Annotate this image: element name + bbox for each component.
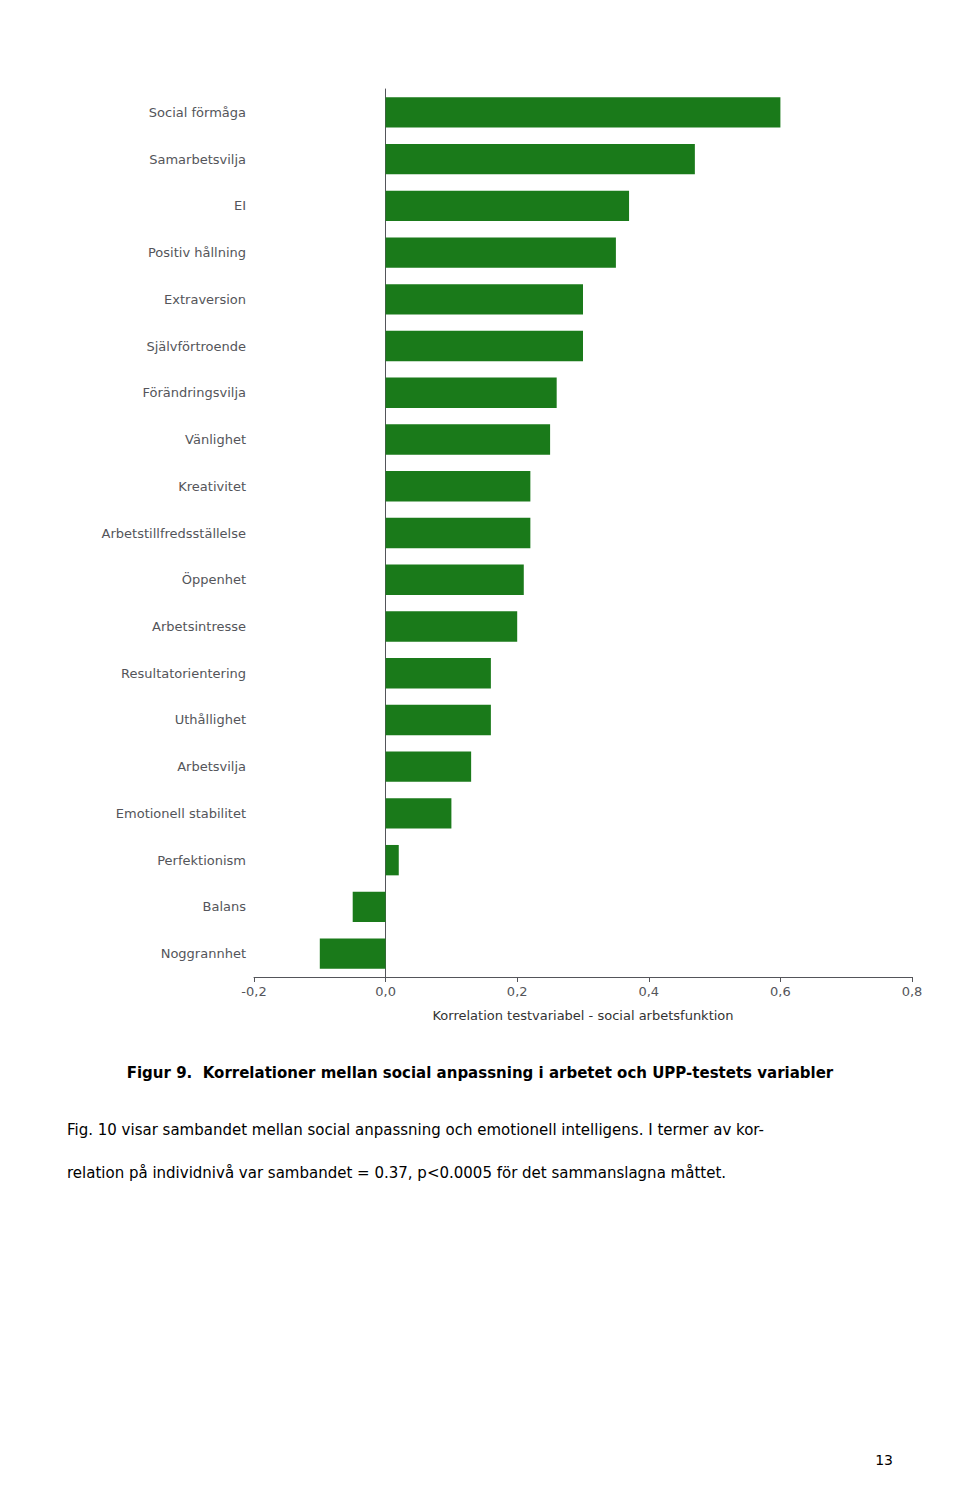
svg-text:Korrelation testvariabel - soc: Korrelation testvariabel - social arbets… <box>432 1008 733 1023</box>
svg-text:Kreativitet: Kreativitet <box>178 479 246 494</box>
svg-text:Fig. 10 visar sambandet mellan: Fig. 10 visar sambandet mellan social an… <box>67 1121 764 1139</box>
svg-text:0,6: 0,6 <box>770 984 791 999</box>
svg-text:Positiv hållning: Positiv hållning <box>148 245 246 260</box>
svg-text:0,0: 0,0 <box>375 984 396 999</box>
svg-text:Extraversion: Extraversion <box>164 292 246 307</box>
svg-text:Samarbetsvilja: Samarbetsvilja <box>149 152 246 167</box>
svg-text:Balans: Balans <box>203 899 247 914</box>
svg-text:-0,2: -0,2 <box>241 984 266 999</box>
svg-text:Social förmåga: Social förmåga <box>149 105 246 120</box>
svg-text:Figur 9. Korrelationer mellan: Figur 9. Korrelationer mellan social anp… <box>127 1064 834 1082</box>
svg-text:Uthållighet: Uthållighet <box>175 712 246 727</box>
svg-text:Förändringsvilja: Förändringsvilja <box>143 385 247 400</box>
svg-text:Arbetsvilja: Arbetsvilja <box>177 759 246 774</box>
svg-text:Arbetsintresse: Arbetsintresse <box>152 619 246 634</box>
svg-text:Resultatorientering: Resultatorientering <box>121 666 246 681</box>
svg-text:Perfektionism: Perfektionism <box>157 853 246 868</box>
svg-text:0,2: 0,2 <box>507 984 528 999</box>
svg-text:EI: EI <box>234 198 246 213</box>
svg-text:Självförtroende: Självförtroende <box>146 339 246 354</box>
svg-text:Arbetstillfredsställelse: Arbetstillfredsställelse <box>102 526 246 541</box>
svg-text:relation på individnivå var sa: relation på individnivå var sambandet = … <box>67 1164 726 1182</box>
svg-text:13: 13 <box>875 1452 893 1468</box>
svg-text:Emotionell stabilitet: Emotionell stabilitet <box>116 806 246 821</box>
svg-text:Öppenhet: Öppenhet <box>182 571 246 587</box>
svg-text:0,4: 0,4 <box>638 984 659 999</box>
svg-text:Vänlighet: Vänlighet <box>185 432 246 447</box>
svg-text:Noggrannhet: Noggrannhet <box>161 946 246 961</box>
svg-text:0,8: 0,8 <box>902 984 923 999</box>
